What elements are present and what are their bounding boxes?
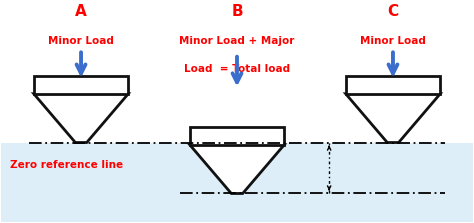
Polygon shape	[190, 127, 284, 145]
Polygon shape	[190, 145, 284, 194]
Text: Zero reference line: Zero reference line	[10, 160, 123, 170]
Text: B: B	[231, 4, 243, 19]
Text: A: A	[75, 4, 87, 19]
Text: Minor Load: Minor Load	[360, 36, 426, 45]
Polygon shape	[34, 94, 128, 142]
Polygon shape	[346, 76, 440, 94]
Text: Minor Load + Major: Minor Load + Major	[179, 36, 295, 45]
Text: Minor Load: Minor Load	[48, 36, 114, 45]
Polygon shape	[346, 94, 440, 142]
Polygon shape	[34, 76, 128, 94]
Text: C: C	[387, 4, 399, 19]
Text: Load  = Total load: Load = Total load	[184, 64, 290, 74]
FancyBboxPatch shape	[0, 142, 474, 222]
